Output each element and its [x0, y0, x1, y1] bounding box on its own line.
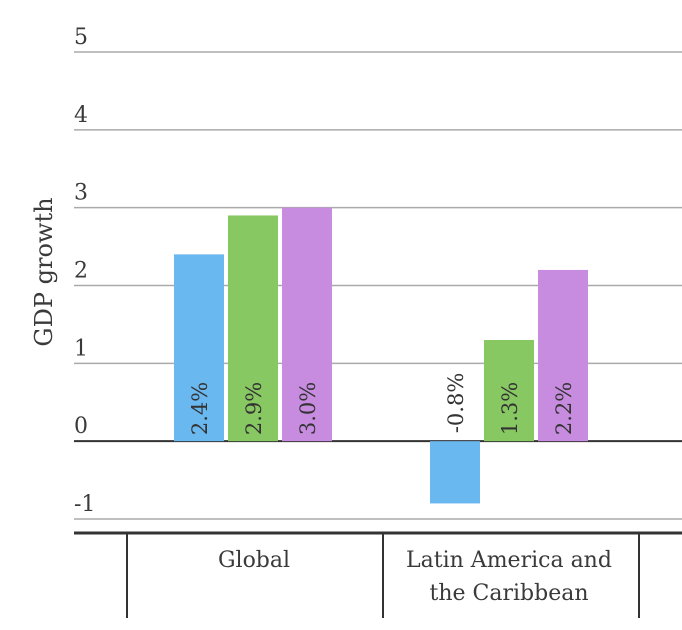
bar: [228, 215, 278, 442]
y-tick-label: 4: [74, 103, 88, 128]
bar: [538, 269, 588, 442]
bar-value-label: 1.3%: [498, 382, 522, 435]
bar-value-label: -0.8%: [444, 373, 468, 433]
y-tick-label: 0: [74, 414, 88, 439]
category-label: Latin America and: [406, 548, 612, 573]
bars: [174, 207, 588, 504]
bar-value-label: 2.4%: [188, 382, 212, 435]
y-tick-label: -1: [74, 492, 95, 517]
y-tick-label: 2: [74, 259, 88, 284]
gridlines: [74, 51, 682, 520]
x-axis: [74, 531, 682, 618]
category-label: Global: [218, 548, 290, 573]
bar-value-label: 2.2%: [552, 382, 576, 435]
bar: [282, 207, 332, 442]
y-axis-title: GDP growth: [30, 197, 58, 346]
category-labels: Global Latin America and the Caribbean: [218, 548, 612, 606]
y-tick-label: 3: [74, 181, 88, 206]
bar-value-label: 3.0%: [296, 382, 320, 435]
category-label: the Caribbean: [430, 581, 589, 606]
y-tick-label: 5: [74, 25, 88, 50]
y-tick-label: 1: [74, 336, 88, 361]
y-tick-labels: 5 4 3 2 1 0 -1: [74, 25, 95, 517]
bar: [484, 339, 534, 442]
bar-value-label: 2.9%: [242, 382, 266, 435]
bar-value-labels: 2.4% -0.8% 2.9% 1.3% 3.0% 2.2%: [188, 373, 576, 435]
bar: [430, 441, 480, 504]
bar: [174, 254, 224, 442]
